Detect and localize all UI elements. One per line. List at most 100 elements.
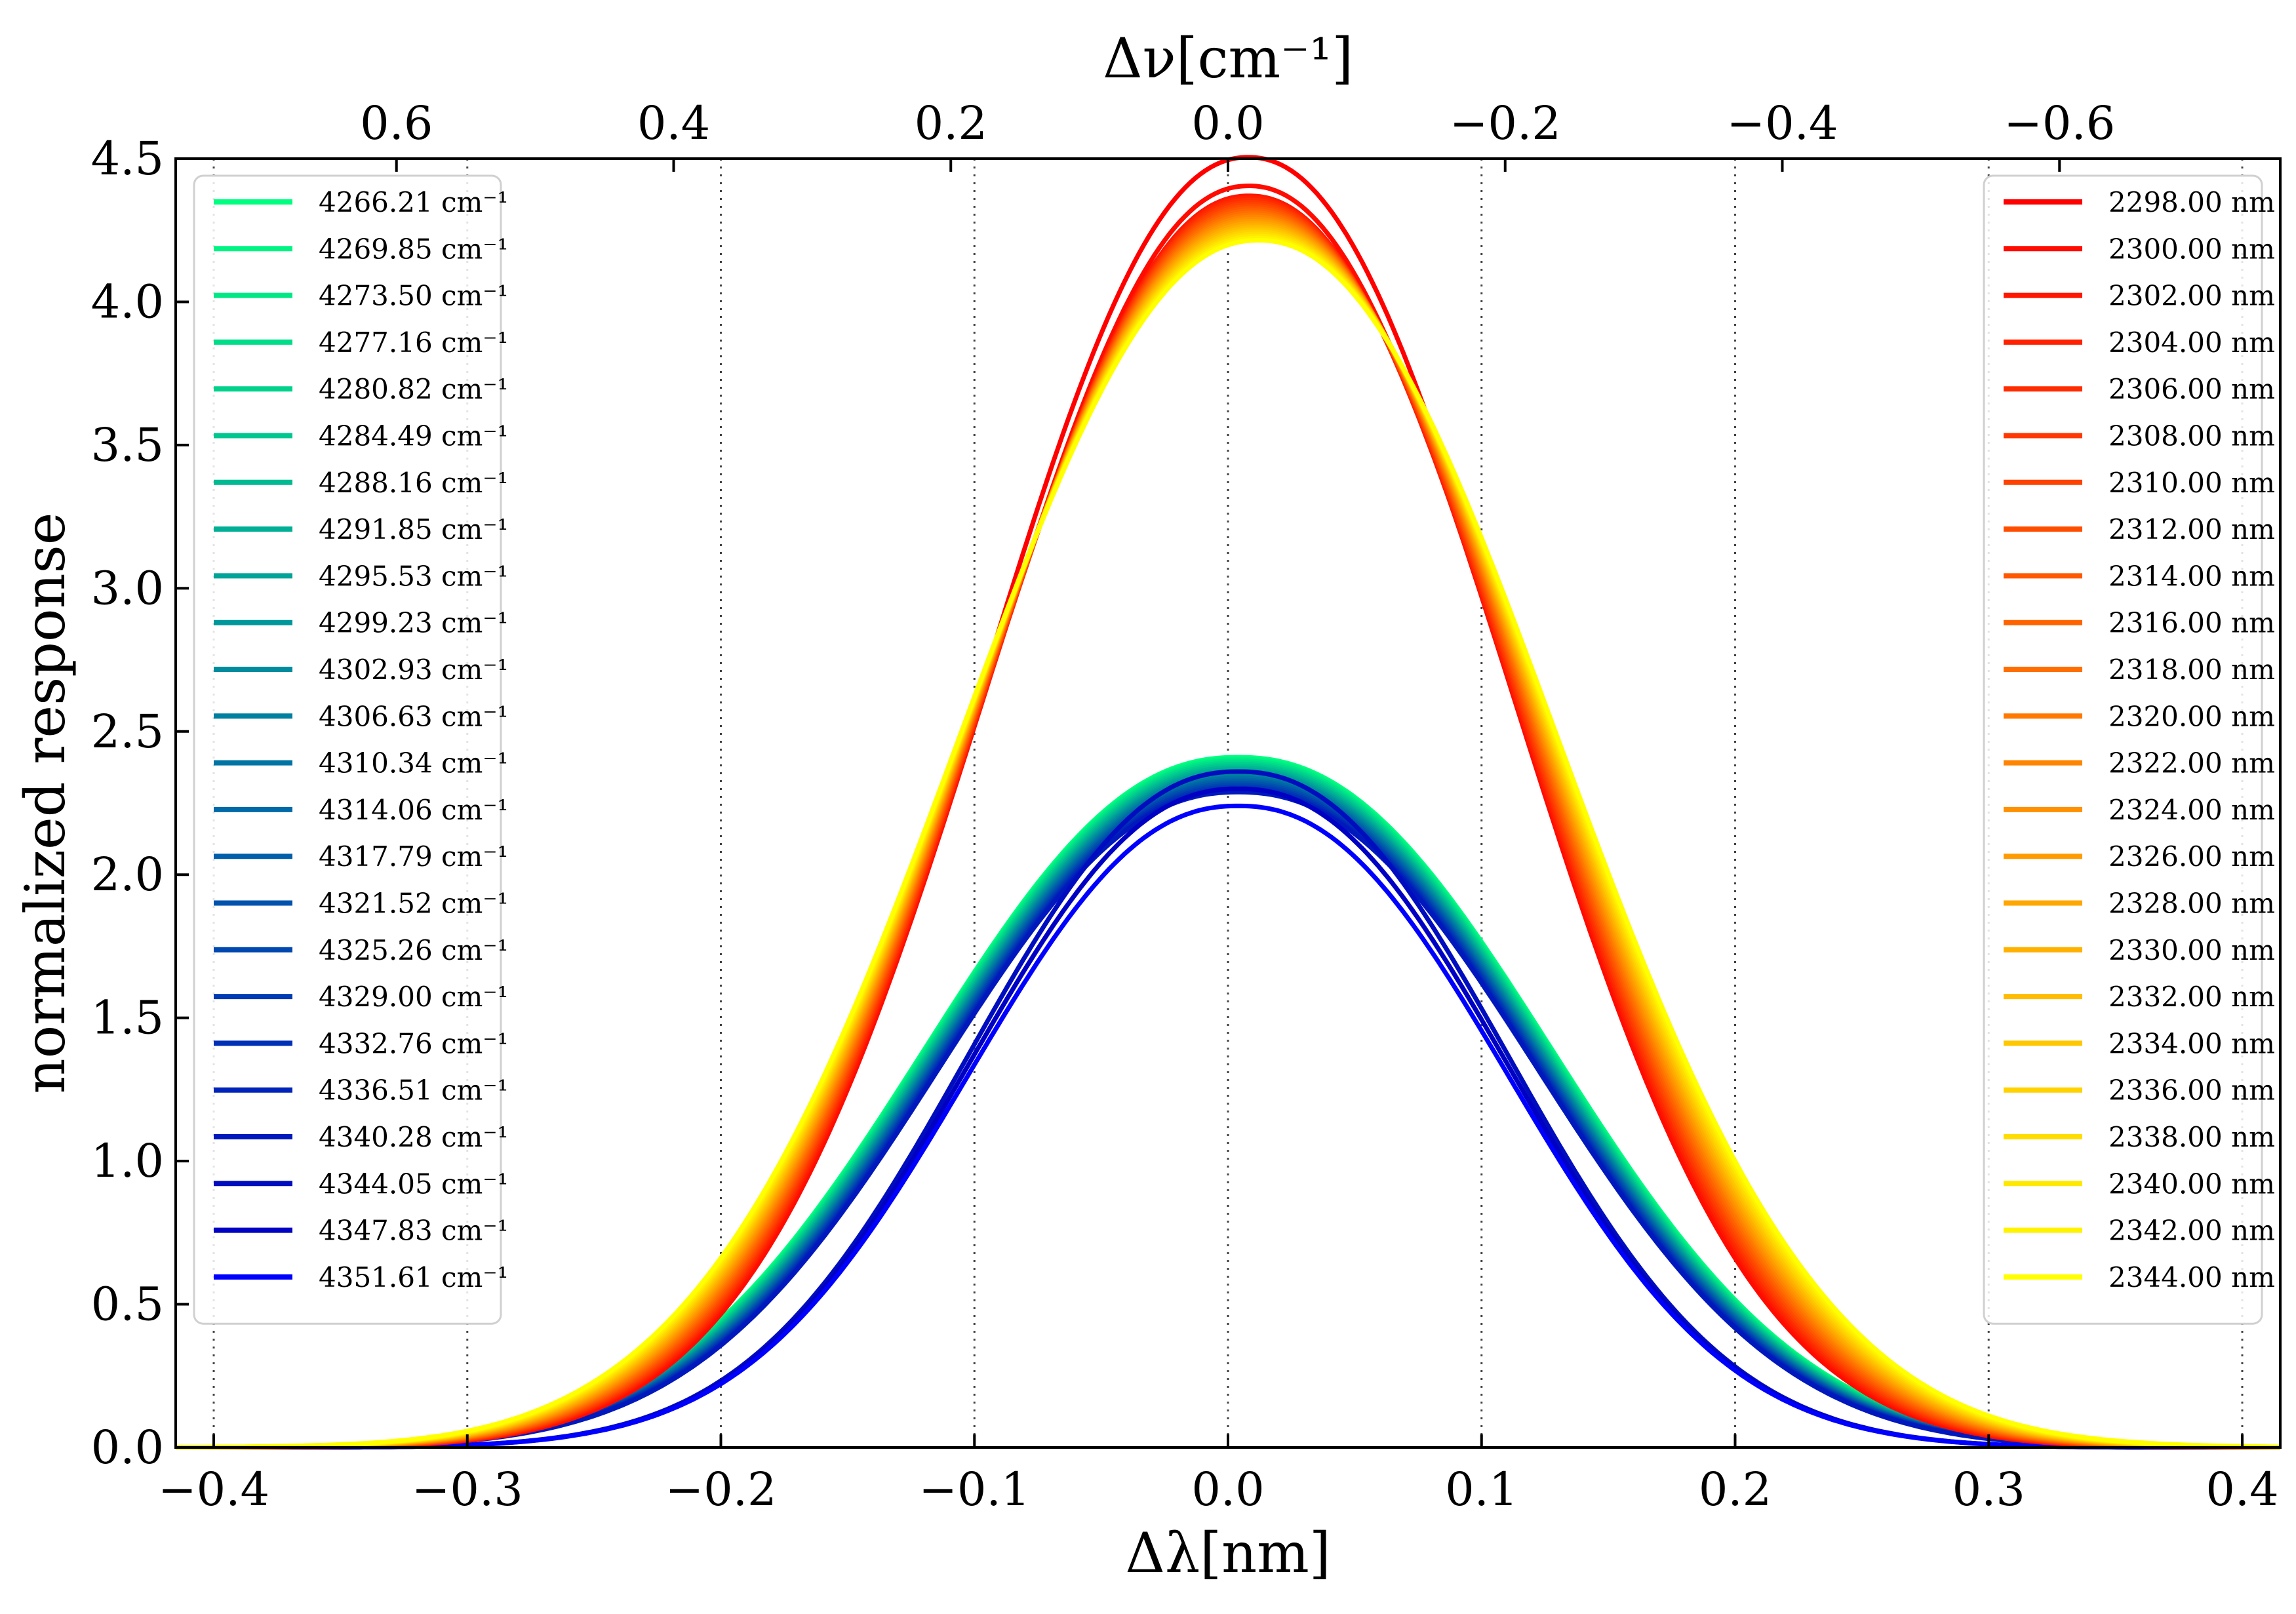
top-x-tick-label: 0.6: [360, 96, 433, 150]
legend-label: 2308.00 nm: [2108, 420, 2275, 452]
legend-entry: 2320.00 nm: [2004, 700, 2275, 732]
y-tick-label: 4.5: [91, 132, 164, 186]
legend-label: 2336.00 nm: [2108, 1074, 2275, 1107]
legend-entry: 2300.00 nm: [2004, 233, 2275, 265]
legend-label: 2300.00 nm: [2108, 233, 2275, 265]
legend-entry: 2326.00 nm: [2004, 840, 2275, 873]
x-tick-label: −0.3: [412, 1463, 523, 1516]
legend-entry: 2318.00 nm: [2004, 654, 2275, 686]
y-tick-label: 0.0: [91, 1421, 164, 1474]
legend-label: 2302.00 nm: [2108, 280, 2275, 312]
top-x-tick-label: 0.2: [915, 96, 987, 150]
x-tick-label: 0.0: [1191, 1463, 1264, 1516]
legend-label: 4277.16 cm⁻¹: [319, 326, 508, 359]
legend-label: 4340.28 cm⁻¹: [319, 1121, 508, 1153]
legend-entry: 2338.00 nm: [2004, 1121, 2275, 1153]
legend-entry: 4291.85 cm⁻¹: [214, 513, 508, 545]
x-tick-label: 0.2: [1699, 1463, 1771, 1516]
legend-label: 4266.21 cm⁻¹: [319, 186, 508, 218]
legend-entry: 4314.06 cm⁻¹: [214, 794, 508, 826]
legend-entry: 2324.00 nm: [2004, 794, 2275, 826]
legend-entry: 2312.00 nm: [2004, 513, 2275, 545]
legend-label: 4306.63 cm⁻¹: [319, 700, 508, 732]
legend-label: 2298.00 nm: [2108, 186, 2275, 218]
legend-label: 4317.79 cm⁻¹: [319, 840, 508, 873]
y-tick-label: 3.0: [91, 561, 164, 615]
legend-label: 4332.76 cm⁻¹: [319, 1027, 508, 1059]
legend-label: 2310.00 nm: [2108, 467, 2275, 499]
legend-label: 2318.00 nm: [2108, 654, 2275, 686]
legend-entry: 2344.00 nm: [2004, 1261, 2275, 1293]
y-tick-label: 1.0: [91, 1134, 164, 1188]
x-tick-label: −0.4: [158, 1463, 269, 1516]
legend-label: 4284.49 cm⁻¹: [319, 420, 508, 452]
y-tick-label: 2.5: [91, 705, 164, 758]
legend-label: 4302.93 cm⁻¹: [319, 654, 508, 686]
legend-entry: 4277.16 cm⁻¹: [214, 326, 508, 359]
legend-wavelength: 2298.00 nm 2300.00 nm 2302.00 nm 2304.00 nm…: [1983, 174, 2275, 1325]
top-x-axis-title: Δν[cm⁻¹]: [1103, 26, 1353, 90]
legend-entry: 2330.00 nm: [2004, 934, 2275, 966]
legend-label: 4280.82 cm⁻¹: [319, 373, 508, 405]
legend-label: 4351.61 cm⁻¹: [319, 1261, 508, 1293]
y-tick-label: 2.0: [91, 848, 164, 901]
top-x-tick-label: 0.0: [1191, 96, 1264, 150]
legend-label: 2326.00 nm: [2108, 840, 2275, 873]
legend-label: 4325.26 cm⁻¹: [319, 934, 508, 966]
legend-label: 4288.16 cm⁻¹: [319, 467, 508, 499]
legend-entry: 4351.61 cm⁻¹: [214, 1261, 508, 1293]
legend-entry: 4280.82 cm⁻¹: [214, 373, 508, 405]
legend-label: 2322.00 nm: [2108, 747, 2275, 779]
legend-label: 2338.00 nm: [2108, 1121, 2275, 1153]
legend-label: 4347.83 cm⁻¹: [319, 1215, 508, 1247]
legend-entry: 4299.23 cm⁻¹: [214, 607, 508, 639]
legend-label: 2314.00 nm: [2108, 560, 2275, 592]
legend-entry: 2308.00 nm: [2004, 420, 2275, 452]
legend-entry: 2336.00 nm: [2004, 1074, 2275, 1107]
legend-entry: 2328.00 nm: [2004, 888, 2275, 920]
legend-label: 2328.00 nm: [2108, 888, 2275, 920]
x-tick-label: 0.1: [1445, 1463, 1518, 1516]
legend-label: 4273.50 cm⁻¹: [319, 280, 508, 312]
top-x-axis: 0.6 0.4 0.2 0.0 −0.2 −0.4 −0.6: [360, 96, 2115, 172]
legend-label: 4299.23 cm⁻¹: [319, 607, 508, 639]
legend-label: 2342.00 nm: [2108, 1215, 2275, 1247]
legend-entry: 2322.00 nm: [2004, 747, 2275, 779]
y-axis-title: normalized response: [13, 513, 77, 1094]
legend-label: 2306.00 nm: [2108, 373, 2275, 405]
legend-entry: 4306.63 cm⁻¹: [214, 700, 508, 732]
top-x-tick-label: −0.6: [2004, 96, 2115, 150]
x-tick-label: −0.2: [665, 1463, 777, 1516]
legend-entry: 2314.00 nm: [2004, 560, 2275, 592]
legend-entry: 2306.00 nm: [2004, 373, 2275, 405]
legend-entry: 4332.76 cm⁻¹: [214, 1027, 508, 1059]
legend-entry: 4317.79 cm⁻¹: [214, 840, 508, 873]
legend-entry: 4329.00 cm⁻¹: [214, 981, 508, 1013]
x-axis-title: Δλ[nm]: [1125, 1521, 1330, 1585]
legend-entry: 4269.85 cm⁻¹: [214, 233, 508, 265]
x-tick-label: 0.4: [2206, 1463, 2278, 1516]
legend-entry: 4288.16 cm⁻¹: [214, 467, 508, 499]
legend-label: 2324.00 nm: [2108, 794, 2275, 826]
legend-entry: 2332.00 nm: [2004, 981, 2275, 1013]
y-axis: 0.0 0.5 1.0 1.5 2.0 2.5 3.0 3.5 4.0 4.5: [91, 132, 189, 1474]
y-tick-label: 1.5: [91, 991, 164, 1045]
top-x-tick-label: −0.4: [1727, 96, 1838, 150]
legend-label: 4269.85 cm⁻¹: [319, 233, 508, 265]
legend-entry: 2310.00 nm: [2004, 467, 2275, 499]
legend-label: 4321.52 cm⁻¹: [319, 888, 508, 920]
legend-entry: 2340.00 nm: [2004, 1168, 2275, 1200]
legend-label: 2340.00 nm: [2108, 1168, 2275, 1200]
curves: [175, 155, 2281, 1450]
legend-box: [1983, 174, 2263, 1325]
legend-entry: 4284.49 cm⁻¹: [214, 420, 508, 452]
legend-label: 2316.00 nm: [2108, 607, 2275, 639]
legend-entry: 2298.00 nm: [2004, 186, 2275, 218]
legend-label: 4310.34 cm⁻¹: [319, 747, 508, 779]
legend-entry: 4295.53 cm⁻¹: [214, 560, 508, 592]
legend-entry: 4336.51 cm⁻¹: [214, 1074, 508, 1107]
legend-entry: 2302.00 nm: [2004, 280, 2275, 312]
legend-entry: 4321.52 cm⁻¹: [214, 888, 508, 920]
curve-wavenumber-4351.61: [176, 803, 2280, 1450]
y-tick-label: 3.5: [91, 418, 164, 472]
